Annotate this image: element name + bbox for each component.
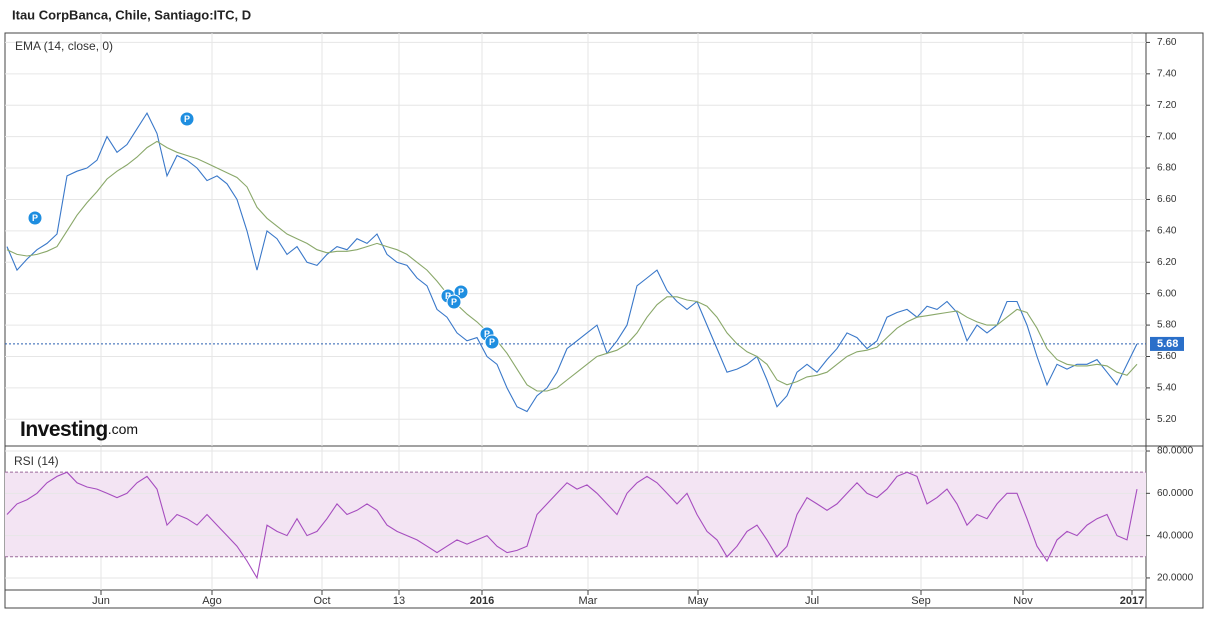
x-tick-label: Sep (911, 595, 931, 607)
y-tick-label: 6.00 (1157, 288, 1177, 299)
x-tick-label: Ago (202, 595, 222, 607)
y-tick-label: 6.80 (1157, 163, 1177, 174)
event-marker-label: P (458, 287, 464, 297)
text-layer: Jun Ago Oct 13 2016 Mar May Jul Sep Nov 2017 5.20 5.… (14, 37, 1194, 607)
y-tick-label: 6.60 (1157, 194, 1177, 205)
mark-layer (5, 111, 1184, 580)
event-marker-label: P (451, 297, 457, 307)
y-tick-label: 5.20 (1157, 414, 1177, 425)
last-value-label: 5.68 (1157, 338, 1178, 350)
legend-label: EMA (14, close, 0) (15, 39, 113, 53)
x-tick-label: Nov (1013, 595, 1033, 607)
logo: Investing.com (20, 418, 138, 441)
series-line (6, 140, 1138, 392)
series-line (6, 111, 1138, 413)
y-tick-label: 5.80 (1157, 320, 1177, 331)
y-tick-label: 7.00 (1157, 131, 1177, 142)
logo-name: Investing (20, 418, 108, 441)
event-marker-label: P (445, 291, 451, 301)
series-line (6, 471, 1138, 580)
x-tick-label: 2017 (1120, 595, 1144, 607)
event-marker-label: P (32, 213, 38, 223)
last-value-box (1150, 336, 1184, 351)
grid-layer (5, 33, 1150, 595)
logo-suffix: .com (108, 421, 138, 437)
y-tick-label: 6.40 (1157, 226, 1177, 237)
event-marker-label: P (484, 329, 490, 339)
y-tick-label: 80.0000 (1157, 446, 1194, 457)
event-marker-label: P (184, 114, 190, 124)
frame (4, 32, 1204, 609)
x-tick-label: Mar (579, 595, 598, 607)
x-tick-label: 13 (393, 595, 405, 607)
y-tick-label: 6.20 (1157, 257, 1177, 268)
y-tick-label: 7.20 (1157, 100, 1177, 111)
panel-title: RSI (14) (14, 454, 59, 468)
y-tick-label: 40.0000 (1157, 530, 1194, 541)
chart-title: Itau CorpBanca, Chile, Santiago:ITC, D (12, 7, 251, 22)
x-tick-label: Jul (805, 595, 819, 607)
x-tick-label: May (688, 595, 709, 607)
event-marker (27, 210, 43, 226)
event-marker (446, 294, 462, 310)
y-tick-label: 7.60 (1157, 37, 1177, 48)
y-tick-label: 5.40 (1157, 383, 1177, 394)
x-tick-label: 2016 (470, 595, 494, 607)
y-tick-label: 60.0000 (1157, 488, 1194, 499)
y-tick-label: 20.0000 (1157, 573, 1194, 584)
y-tick-label: 5.60 (1157, 351, 1177, 362)
y-tick-label: 7.40 (1157, 68, 1177, 79)
event-marker (179, 111, 195, 127)
x-tick-label: Oct (313, 595, 330, 607)
event-marker (484, 334, 500, 350)
event-marker-label: P (489, 337, 495, 347)
x-tick-label: Jun (92, 595, 110, 607)
rsi-band (5, 472, 1146, 557)
